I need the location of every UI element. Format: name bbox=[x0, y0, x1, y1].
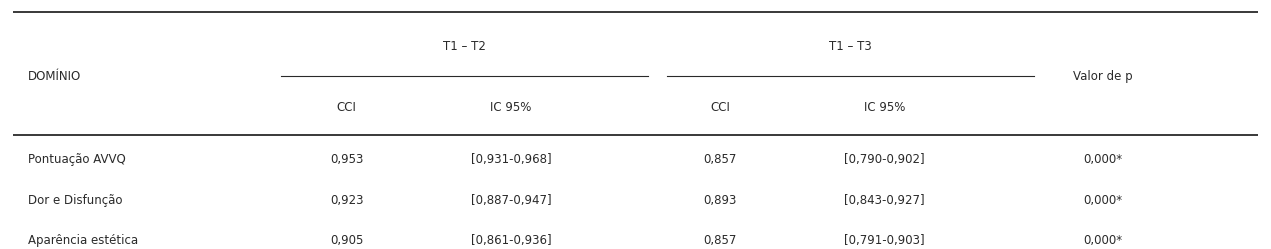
Text: [0,887-0,947]: [0,887-0,947] bbox=[470, 194, 552, 207]
Text: [0,791-0,903]: [0,791-0,903] bbox=[844, 234, 925, 247]
Text: IC 95%: IC 95% bbox=[864, 101, 905, 114]
Text: [0,843-0,927]: [0,843-0,927] bbox=[844, 194, 925, 207]
Text: T1 – T2: T1 – T2 bbox=[442, 40, 486, 53]
Text: Pontuação AVVQ: Pontuação AVVQ bbox=[28, 153, 126, 166]
Text: 0,953: 0,953 bbox=[330, 153, 364, 166]
Text: CCI: CCI bbox=[710, 101, 730, 114]
Text: IC 95%: IC 95% bbox=[491, 101, 531, 114]
Text: Aparência estética: Aparência estética bbox=[28, 234, 137, 247]
Text: T1 – T3: T1 – T3 bbox=[829, 40, 872, 53]
Text: Valor de p: Valor de p bbox=[1073, 70, 1132, 83]
Text: [0,790-0,902]: [0,790-0,902] bbox=[844, 153, 925, 166]
Text: 0,000*: 0,000* bbox=[1083, 153, 1122, 166]
Text: Dor e Disfunção: Dor e Disfunção bbox=[28, 194, 122, 207]
Text: [0,861-0,936]: [0,861-0,936] bbox=[470, 234, 552, 247]
Text: 0,000*: 0,000* bbox=[1083, 194, 1122, 207]
Text: 0,923: 0,923 bbox=[329, 194, 364, 207]
Text: 0,905: 0,905 bbox=[330, 234, 364, 247]
Text: 0,857: 0,857 bbox=[704, 234, 737, 247]
Text: 0,857: 0,857 bbox=[704, 153, 737, 166]
Text: CCI: CCI bbox=[337, 101, 356, 114]
Text: DOMÍNIO: DOMÍNIO bbox=[28, 70, 81, 83]
Text: [0,931-0,968]: [0,931-0,968] bbox=[470, 153, 552, 166]
Text: 0,000*: 0,000* bbox=[1083, 234, 1122, 247]
Text: 0,893: 0,893 bbox=[704, 194, 737, 207]
